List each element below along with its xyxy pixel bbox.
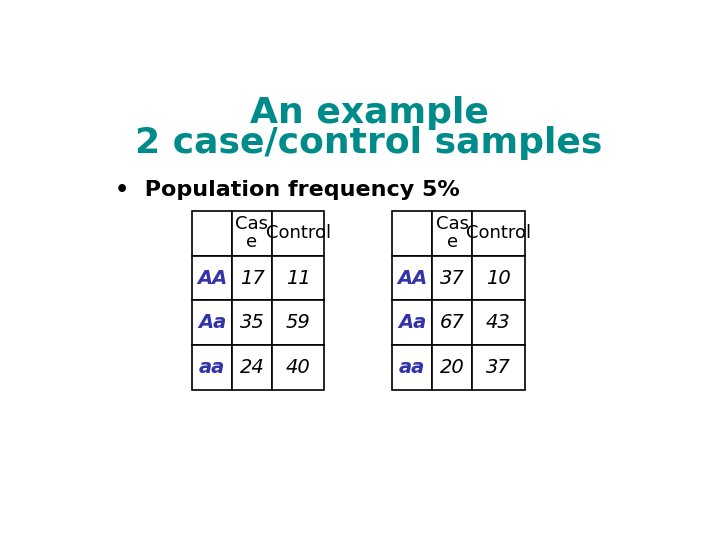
Text: 59: 59 [286, 313, 310, 332]
Text: 67: 67 [440, 313, 464, 332]
Text: 24: 24 [240, 358, 264, 377]
Text: •  Population frequency 5%: • Population frequency 5% [115, 180, 459, 200]
Text: 43: 43 [486, 313, 510, 332]
Text: AA: AA [397, 268, 427, 288]
Bar [472, 345, 525, 390]
Text: Cas
e: Cas e [436, 215, 469, 252]
Bar [472, 211, 525, 256]
Bar [232, 211, 272, 256]
Text: 37: 37 [440, 268, 464, 288]
Text: aa: aa [199, 358, 225, 377]
Text: 20: 20 [440, 358, 464, 377]
Text: Cas
e: Cas e [235, 215, 269, 252]
Bar [232, 256, 272, 300]
Text: Control: Control [466, 225, 531, 242]
Text: 2 case/control samples: 2 case/control samples [135, 126, 603, 160]
Bar [192, 345, 232, 390]
Text: aa: aa [399, 358, 426, 377]
Bar [272, 345, 324, 390]
Bar [232, 300, 272, 345]
Bar [472, 300, 525, 345]
Bar [192, 256, 232, 300]
Bar [432, 256, 472, 300]
Bar [272, 211, 324, 256]
Bar [392, 211, 432, 256]
Text: 10: 10 [486, 268, 510, 288]
Text: 35: 35 [240, 313, 264, 332]
Bar [232, 345, 272, 390]
Bar [432, 345, 472, 390]
Text: Aa: Aa [398, 313, 426, 332]
Text: Aa: Aa [198, 313, 226, 332]
Text: Control: Control [266, 225, 330, 242]
Bar [272, 300, 324, 345]
Bar [392, 256, 432, 300]
Bar [392, 345, 432, 390]
Bar [192, 211, 232, 256]
Bar [472, 256, 525, 300]
Text: AA: AA [197, 268, 227, 288]
Bar [432, 211, 472, 256]
Text: 37: 37 [486, 358, 510, 377]
Bar [392, 300, 432, 345]
Text: 17: 17 [240, 268, 264, 288]
Text: An example: An example [250, 96, 488, 130]
Text: 40: 40 [286, 358, 310, 377]
Bar [192, 300, 232, 345]
Text: 11: 11 [286, 268, 310, 288]
Bar [432, 300, 472, 345]
Bar [272, 256, 324, 300]
